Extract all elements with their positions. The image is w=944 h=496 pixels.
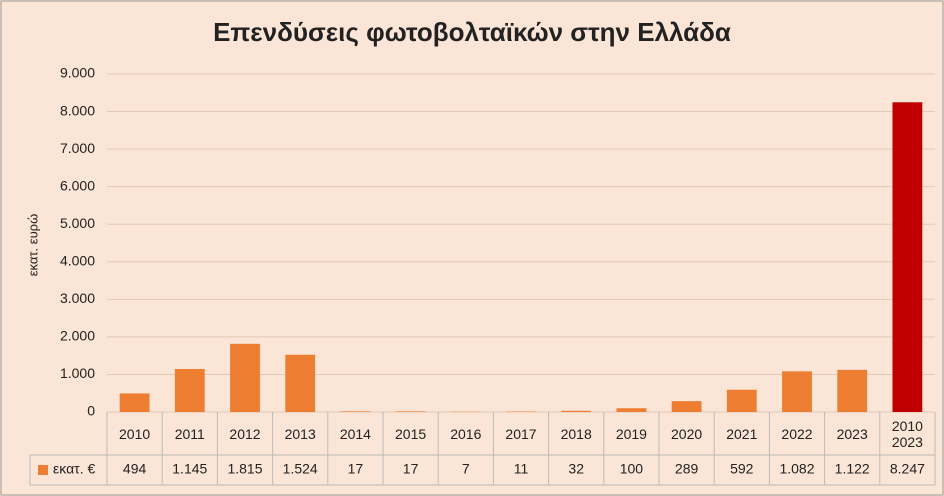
data-label: 17 <box>348 461 364 477</box>
bar <box>726 389 757 412</box>
bar <box>285 354 316 412</box>
data-label: 17 <box>403 461 419 477</box>
data-label: 1.122 <box>835 461 870 477</box>
y-tick-label: 4.000 <box>60 252 95 268</box>
data-label: 11 <box>514 461 529 477</box>
data-label: 1.815 <box>227 461 262 477</box>
bar <box>616 408 647 412</box>
x-tick-label: 2017 <box>505 425 537 442</box>
x-tick-label: 2015 <box>395 425 427 442</box>
y-tick-label: 6.000 <box>60 177 95 193</box>
y-tick-label: 1.000 <box>60 365 95 381</box>
data-label: 7 <box>462 461 470 477</box>
bar <box>230 343 260 412</box>
y-tick-label: 3.000 <box>60 290 95 306</box>
x-tick-label: 2016 <box>450 425 482 442</box>
legend-swatch <box>38 465 48 475</box>
data-label: 1.524 <box>283 461 318 477</box>
legend-label: εκατ. € <box>53 461 95 477</box>
x-tick-label: 2021 <box>726 425 758 442</box>
x-tick-label: 2011 <box>174 425 205 442</box>
x-tick-label: 2010 <box>119 425 151 442</box>
data-label: 100 <box>620 461 644 477</box>
data-label: 592 <box>730 461 754 477</box>
x-tick-label: 2013 <box>284 425 316 442</box>
y-tick-label: 9.000 <box>60 65 95 81</box>
data-label: 1.145 <box>172 461 207 477</box>
data-label: 1.082 <box>779 461 814 477</box>
y-axis-label: εκατ. ευρώ <box>25 214 40 276</box>
y-tick-label: 0 <box>87 403 95 419</box>
bar <box>119 393 150 412</box>
x-tick-label: 2018 <box>560 425 592 442</box>
x-tick-label: 2022 <box>781 425 813 442</box>
chart-title: Επενδύσεις φωτοβολταϊκών στην Ελλάδα <box>213 17 731 47</box>
y-tick-label: 2.000 <box>60 328 95 344</box>
x-tick-label: 2019 <box>615 425 647 442</box>
bar <box>892 102 923 413</box>
data-label: 289 <box>675 461 699 477</box>
y-tick-label: 8.000 <box>60 102 95 118</box>
bar <box>340 411 371 412</box>
y-tick-label: 5.000 <box>60 215 95 231</box>
y-tick-label: 7.000 <box>60 140 95 156</box>
x-tick-label: 2012 <box>229 425 261 442</box>
bar <box>837 369 868 412</box>
x-tick-label: 2020 <box>671 425 703 442</box>
bar <box>671 401 702 412</box>
data-label: 32 <box>568 461 584 477</box>
x-tick-label: 2014 <box>339 425 371 442</box>
bar <box>174 368 205 412</box>
data-label: 8.247 <box>890 461 925 477</box>
bar <box>561 410 592 412</box>
bar <box>782 371 812 412</box>
x-tick-label: 2010 2023 <box>891 417 923 450</box>
bar <box>395 411 426 412</box>
x-tick-label: 2023 <box>836 425 868 442</box>
data-label: 494 <box>123 461 147 477</box>
